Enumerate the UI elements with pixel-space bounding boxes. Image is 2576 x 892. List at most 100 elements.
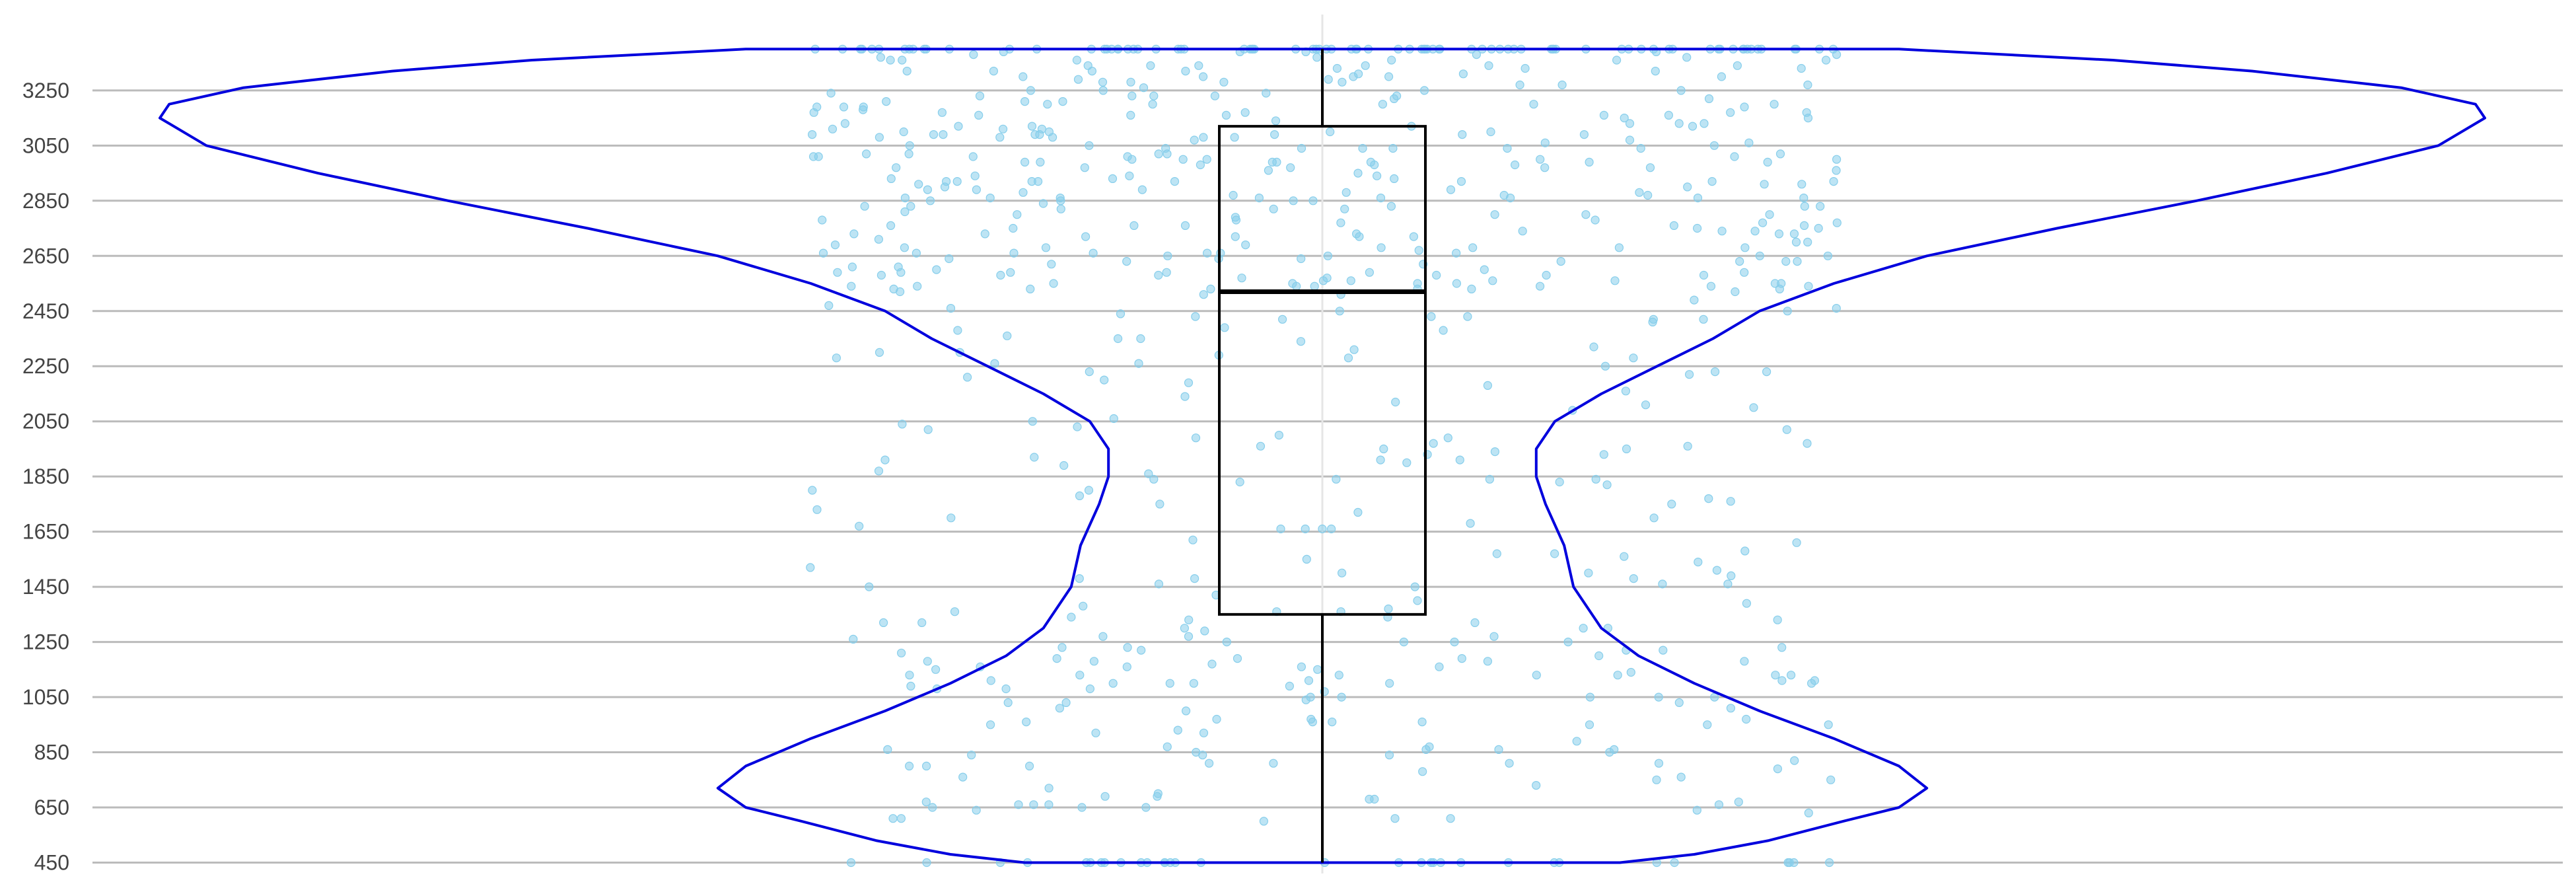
data-point [923,185,933,194]
data-point [1550,549,1559,558]
box-plot [1218,49,1427,863]
data-point [1198,72,1208,81]
data-point [807,130,817,139]
data-point [1452,248,1461,258]
data-point [1685,370,1694,379]
data-point [1744,138,1754,147]
data-point [1020,97,1030,106]
data-point [1658,579,1667,589]
data-point [886,174,896,183]
data-point [1717,227,1727,236]
data-point [1332,63,1342,73]
data-point [1100,375,1109,385]
data-point [1254,194,1264,203]
data-point [1200,626,1209,636]
data-point [824,301,834,310]
data-point [1455,455,1464,465]
data-point [1832,155,1842,164]
data-point [1703,720,1712,729]
data-point [970,171,980,180]
data-point [1057,643,1067,652]
data-point [1365,794,1374,804]
data-point [1463,312,1472,321]
data-point [1241,241,1250,250]
data-point [1108,174,1118,183]
data-point [1089,657,1099,666]
data-point [1683,441,1692,451]
data-point [1073,75,1083,84]
data-point [880,455,890,465]
data-point [1419,86,1429,95]
data-point [1763,157,1772,167]
data-point [1792,538,1801,547]
data-point [1832,50,1842,59]
data-point [1826,775,1836,784]
data-point [1340,204,1349,213]
data-point [1041,243,1051,252]
data-point [855,521,864,531]
data-point [1466,519,1475,528]
data-point [1038,199,1048,208]
data-point [1749,403,1758,412]
data-point [1378,100,1387,109]
data-point [1222,637,1231,647]
y-tick-label: 1850 [22,465,69,488]
data-point [1699,270,1709,280]
data-point [1793,257,1802,266]
data-point [875,133,884,142]
data-point [931,665,941,674]
data-point [1563,637,1573,647]
data-point [1731,287,1740,297]
data-point [826,89,836,98]
data-point [1620,114,1629,123]
data-point [1178,155,1188,164]
data-point [1318,524,1327,534]
data-point [905,141,914,150]
data-point [1337,568,1347,577]
data-point [990,359,999,368]
data-point [1490,447,1499,457]
data-point [1075,574,1084,583]
data-point [1154,149,1163,159]
data-point [1612,56,1622,65]
data-point [1343,353,1353,363]
data-point [1163,251,1172,260]
data-point [1328,717,1337,727]
data-point [902,66,912,76]
data-point [1421,745,1431,755]
data-point [1194,61,1203,70]
data-point [1585,692,1594,702]
data-point [1387,56,1396,65]
data-point [1699,315,1708,324]
data-point [1777,279,1786,288]
data-point [1067,613,1076,622]
data-point [1338,77,1347,87]
data-point [1286,163,1295,172]
violin-shape [159,48,2486,864]
data-point [1014,800,1023,809]
data-point [1797,63,1806,73]
data-point [1410,582,1419,591]
data-point [1231,215,1241,225]
data-point [946,304,956,313]
data-point [1361,61,1370,70]
data-point [1189,679,1199,688]
data-point [1297,254,1306,264]
data-point [1470,618,1480,628]
data-point [1304,676,1314,685]
data-point [1170,177,1180,186]
data-point [1536,155,1545,164]
data-point [1220,323,1229,332]
data-point [1456,177,1466,186]
data-point [921,798,931,807]
data-point [1648,317,1657,326]
data-point [950,607,960,616]
data-point [1149,474,1159,484]
data-point [1774,229,1784,239]
data-point [1706,281,1716,291]
data-point [1127,91,1137,100]
data-point [1770,100,1779,109]
data-point [1803,237,1812,246]
data-point [1777,676,1787,685]
data-point [1262,89,1271,98]
